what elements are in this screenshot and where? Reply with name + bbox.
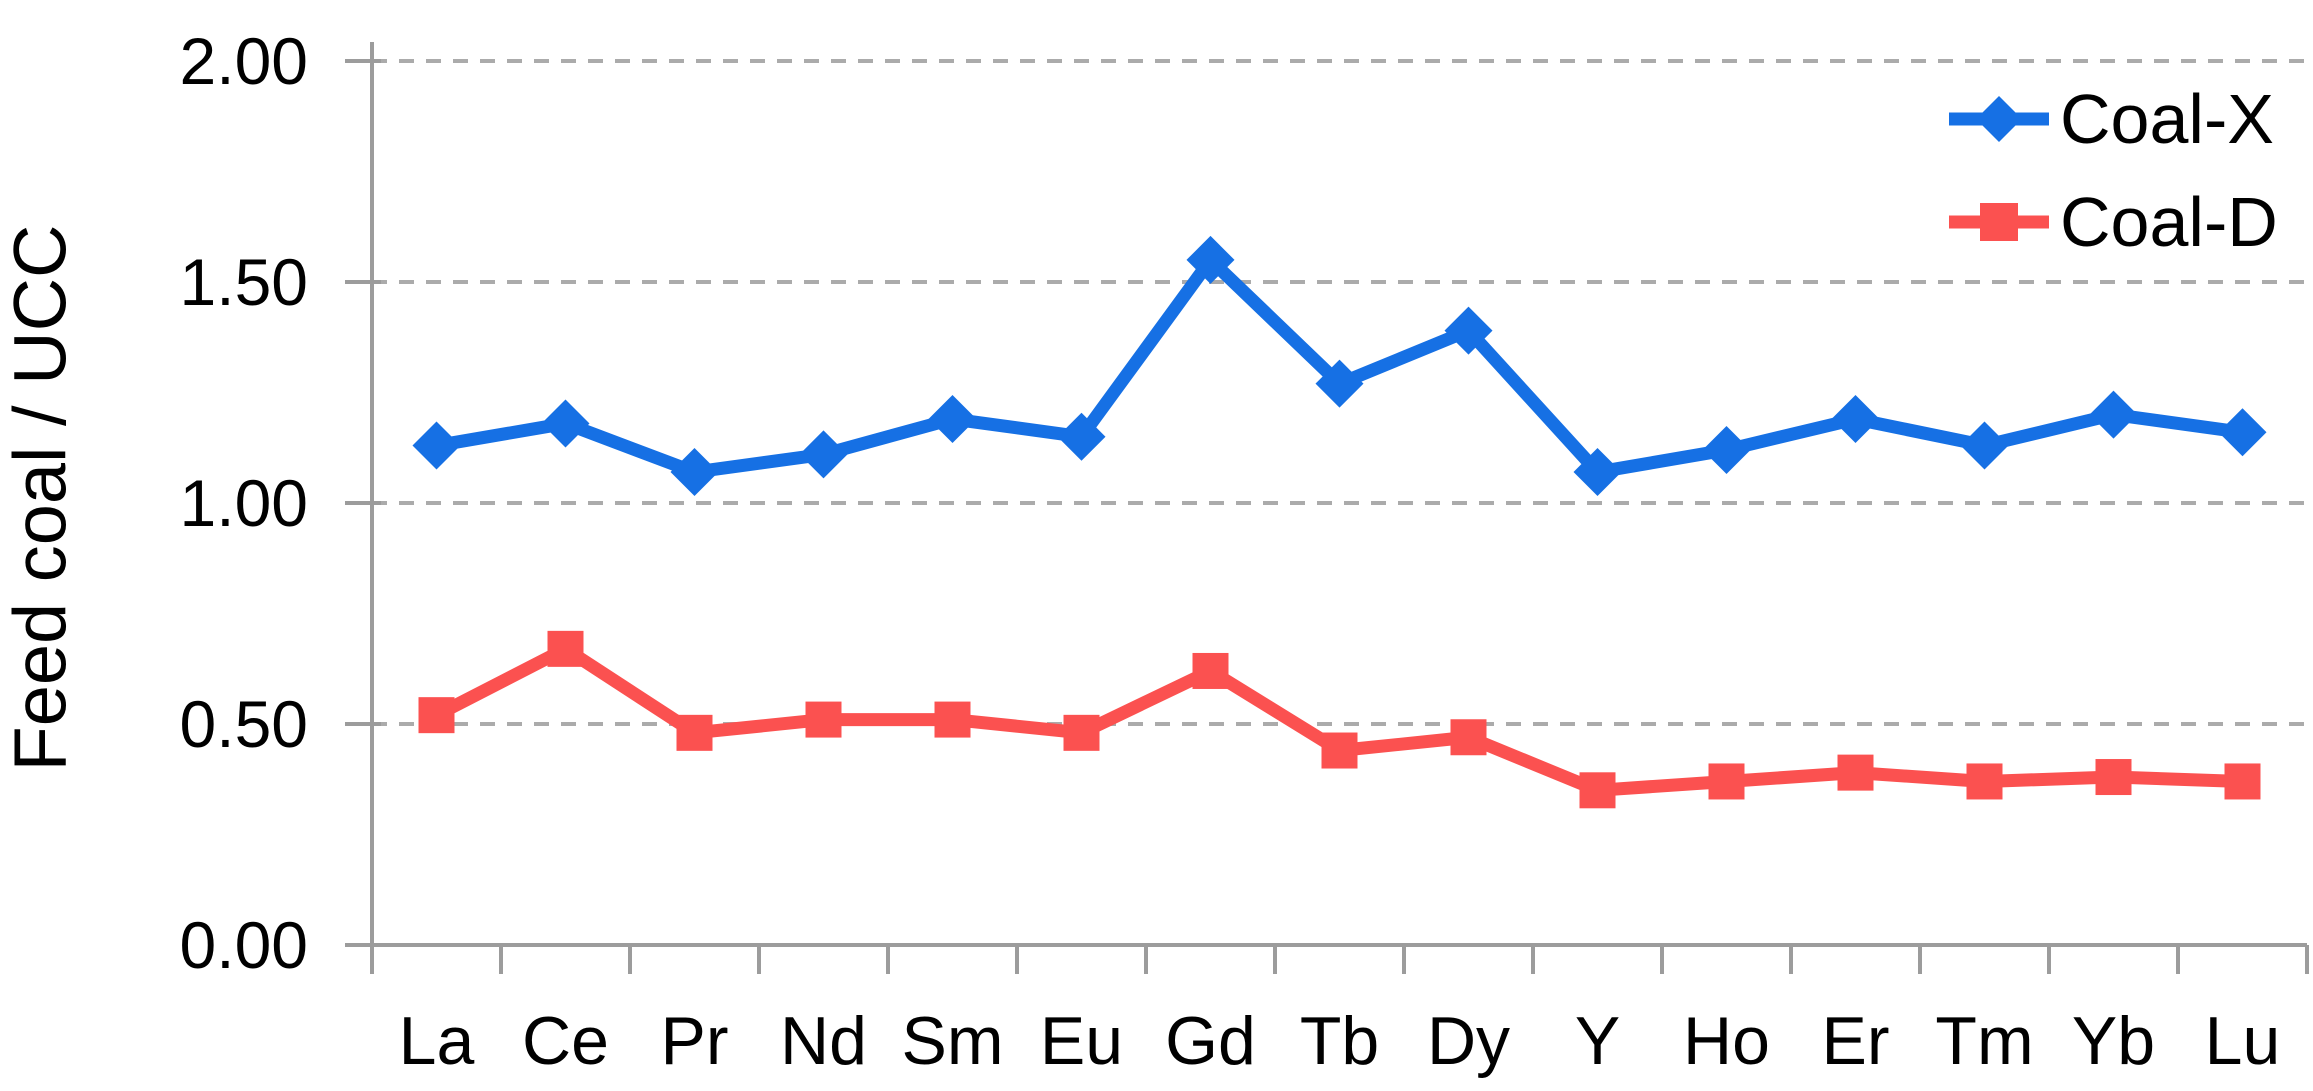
data-point-diamond-coal-x xyxy=(2218,408,2267,457)
data-point-square-coal-d xyxy=(1966,763,2003,800)
data-point-square-coal-d xyxy=(2224,763,2261,800)
data-point-diamond-coal-x xyxy=(799,430,848,479)
x-category-label: Nd xyxy=(780,1003,867,1079)
data-point-diamond-coal-x xyxy=(1186,235,1235,284)
y-tick-label: 1.00 xyxy=(180,466,308,540)
data-point-square-coal-d xyxy=(1708,763,1745,800)
x-category-label: Lu xyxy=(2205,1003,2281,1079)
legend-label-coal-x: Coal-X xyxy=(2060,80,2274,158)
data-point-diamond-coal-x xyxy=(1057,412,1106,461)
data-point-diamond-coal-x xyxy=(1831,395,1880,444)
x-category-label: Dy xyxy=(1427,1003,1510,1079)
x-category-label: Sm xyxy=(902,1003,1004,1079)
x-category-label: Gd xyxy=(1165,1003,1256,1079)
data-point-square-coal-d xyxy=(418,697,455,734)
x-category-label: Tm xyxy=(1935,1003,2033,1079)
x-category-label: Yb xyxy=(2072,1003,2155,1079)
x-category-label: Eu xyxy=(1040,1003,1123,1079)
data-point-diamond-coal-x xyxy=(1444,306,1493,355)
x-category-label: La xyxy=(399,1003,475,1079)
x-category-label: Ho xyxy=(1683,1003,1770,1079)
data-point-square-coal-d xyxy=(1837,754,1874,791)
data-point-square-coal-d xyxy=(1450,719,1487,756)
data-point-square-coal-d xyxy=(1579,772,1616,809)
y-tick-label: 1.50 xyxy=(180,245,308,319)
x-category-label: Er xyxy=(1822,1003,1890,1079)
legend-marker-square-icon xyxy=(1949,203,2049,241)
y-tick-label: 0.00 xyxy=(180,908,308,982)
data-point-square-coal-d xyxy=(1192,652,1229,689)
data-point-diamond-coal-x xyxy=(928,395,977,444)
data-point-diamond-coal-x xyxy=(1315,359,1364,408)
data-point-diamond-coal-x xyxy=(1960,421,2009,470)
y-tick-label: 0.50 xyxy=(180,687,308,761)
y-axis-title: Feed coal / UCC xyxy=(0,224,82,772)
data-point-diamond-coal-x xyxy=(1702,425,1751,474)
data-point-diamond-coal-x xyxy=(1573,448,1622,497)
data-point-diamond-coal-x xyxy=(670,448,719,497)
x-category-label: Ce xyxy=(522,1003,609,1079)
data-point-square-coal-d xyxy=(2095,759,2132,796)
data-point-square-coal-d xyxy=(1063,714,1100,751)
legend: Coal-X Coal-D xyxy=(1944,84,2278,257)
data-point-square-coal-d xyxy=(934,701,971,738)
legend-item-coal-x: Coal-X xyxy=(1944,84,2278,154)
y-tick-label: 2.00 xyxy=(180,24,308,98)
data-point-diamond-coal-x xyxy=(412,421,461,470)
x-category-label: Tb xyxy=(1300,1003,1379,1079)
data-point-square-coal-d xyxy=(1321,732,1358,769)
data-point-square-coal-d xyxy=(676,714,713,751)
data-point-diamond-coal-x xyxy=(541,399,590,448)
legend-marker-diamond-icon xyxy=(1949,96,2049,142)
x-category-label: Y xyxy=(1575,1003,1620,1079)
data-point-square-coal-d xyxy=(547,630,584,667)
x-category-label: Pr xyxy=(661,1003,729,1079)
data-point-square-coal-d xyxy=(805,701,842,738)
legend-label-coal-d: Coal-D xyxy=(2060,183,2278,261)
data-point-diamond-coal-x xyxy=(2089,390,2138,439)
legend-item-coal-d: Coal-D xyxy=(1944,187,2278,257)
